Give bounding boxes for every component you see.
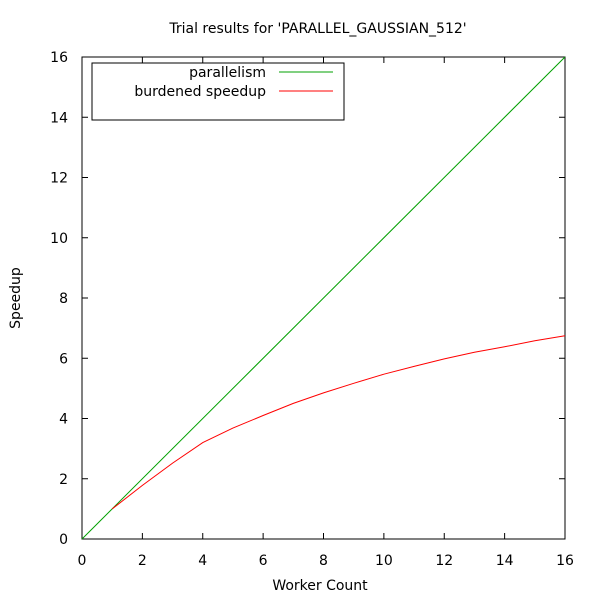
y-tick-label: 10 (50, 231, 68, 247)
x-axis-label: Worker Count (272, 578, 368, 594)
y-tick-label: 0 (59, 532, 68, 548)
x-tick-label: 12 (435, 553, 453, 569)
x-tick-label: 16 (556, 553, 574, 569)
x-tick-label: 2 (138, 553, 147, 569)
x-tick-label: 8 (319, 553, 328, 569)
chart-title: Trial results for 'PARALLEL_GAUSSIAN_512… (168, 21, 466, 37)
x-tick-label: 14 (496, 553, 514, 569)
axis-ticks (81, 56, 566, 540)
series-line-parallelism (81, 56, 566, 540)
x-tick-label: 0 (78, 553, 87, 569)
x-tick-label: 4 (198, 553, 207, 569)
y-tick-label: 4 (59, 412, 68, 428)
y-tick-label: 16 (50, 50, 68, 66)
series-lines (81, 56, 566, 540)
legend-label-parallelism: parallelism (189, 65, 266, 81)
y-tick-label: 14 (50, 110, 68, 126)
series-line-burdened-speedup (111, 335, 566, 510)
y-tick-label: 12 (50, 171, 68, 187)
y-tick-label: 2 (59, 472, 68, 488)
x-tick-label: 6 (259, 553, 268, 569)
legend: parallelism burdened speedup (91, 62, 345, 121)
x-tick-label: 10 (375, 553, 393, 569)
y-tick-label: 6 (59, 351, 68, 367)
y-axis-label: Speedup (8, 267, 24, 329)
y-tick-label: 8 (59, 291, 68, 307)
axis-tick-labels: 0 2 4 6 8 10 12 14 16 0 2 4 6 8 10 12 14 16 (50, 50, 574, 569)
legend-label-burdened-speedup: burdened speedup (134, 84, 266, 100)
